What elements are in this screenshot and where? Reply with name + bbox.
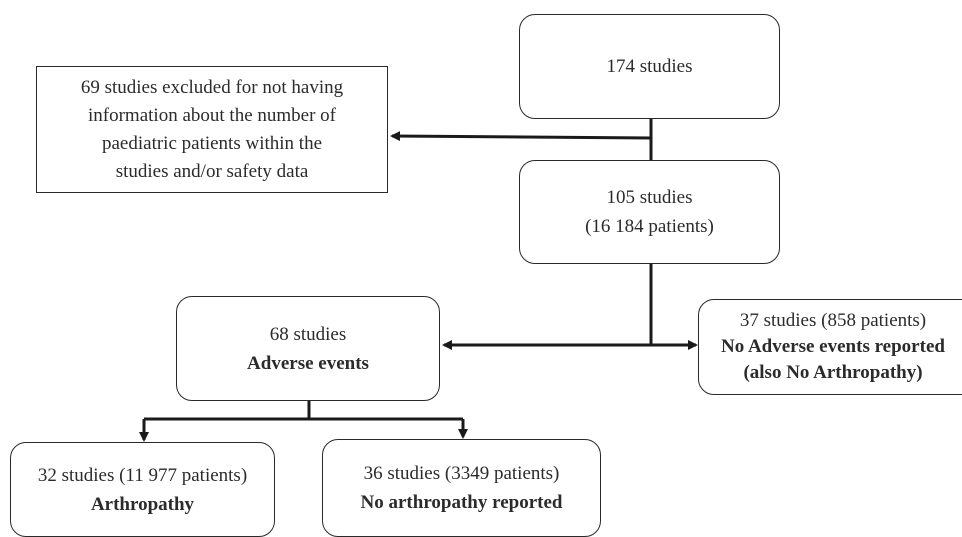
- node-total-line1: 174 studies: [606, 56, 693, 77]
- node-adverse-events: 68 studies Adverse events: [176, 296, 440, 401]
- node-arthropathy-line2: Arthropathy: [90, 493, 195, 515]
- node-no-adverse-events: 37 studies (858 patients) No Adverse eve…: [698, 299, 962, 395]
- node-no-arthropathy-line2: No arthropathy reported: [360, 492, 563, 513]
- node-excluded-line1: 69 studies excluded for not having: [80, 76, 344, 98]
- node-included-line2: (16 184 patients): [585, 216, 714, 237]
- node-arthropathy-line1: 32 studies (11 977 patients): [37, 464, 248, 486]
- node-excluded-line3: paediatric patients within the: [101, 132, 322, 154]
- node-included-studies: 105 studies (16 184 patients): [519, 160, 780, 264]
- node-included-line1: 105 studies: [606, 187, 693, 208]
- node-no-arthropathy: 36 studies (3349 patients) No arthropath…: [322, 439, 601, 537]
- node-excluded-line4: studies and/or safety data: [115, 160, 309, 182]
- node-no-adverse-line2: No Adverse events reported: [721, 336, 945, 357]
- node-excluded-line2: information about the number of: [88, 104, 336, 126]
- node-adverse-line1: 68 studies: [269, 323, 347, 345]
- node-no-adverse-line1: 37 studies (858 patients): [739, 310, 927, 331]
- node-total-studies: 174 studies: [519, 14, 780, 119]
- node-adverse-line2: Adverse events: [247, 352, 369, 374]
- node-excluded-studies: 69 studies excluded for not having infor…: [36, 66, 388, 193]
- arrow-to-excluded: [390, 131, 652, 142]
- node-no-arthropathy-line1: 36 studies (3349 patients): [363, 463, 560, 484]
- node-no-adverse-line3: (also No Arthropathy): [743, 362, 923, 383]
- node-arthropathy: 32 studies (11 977 patients) Arthropathy: [10, 442, 275, 537]
